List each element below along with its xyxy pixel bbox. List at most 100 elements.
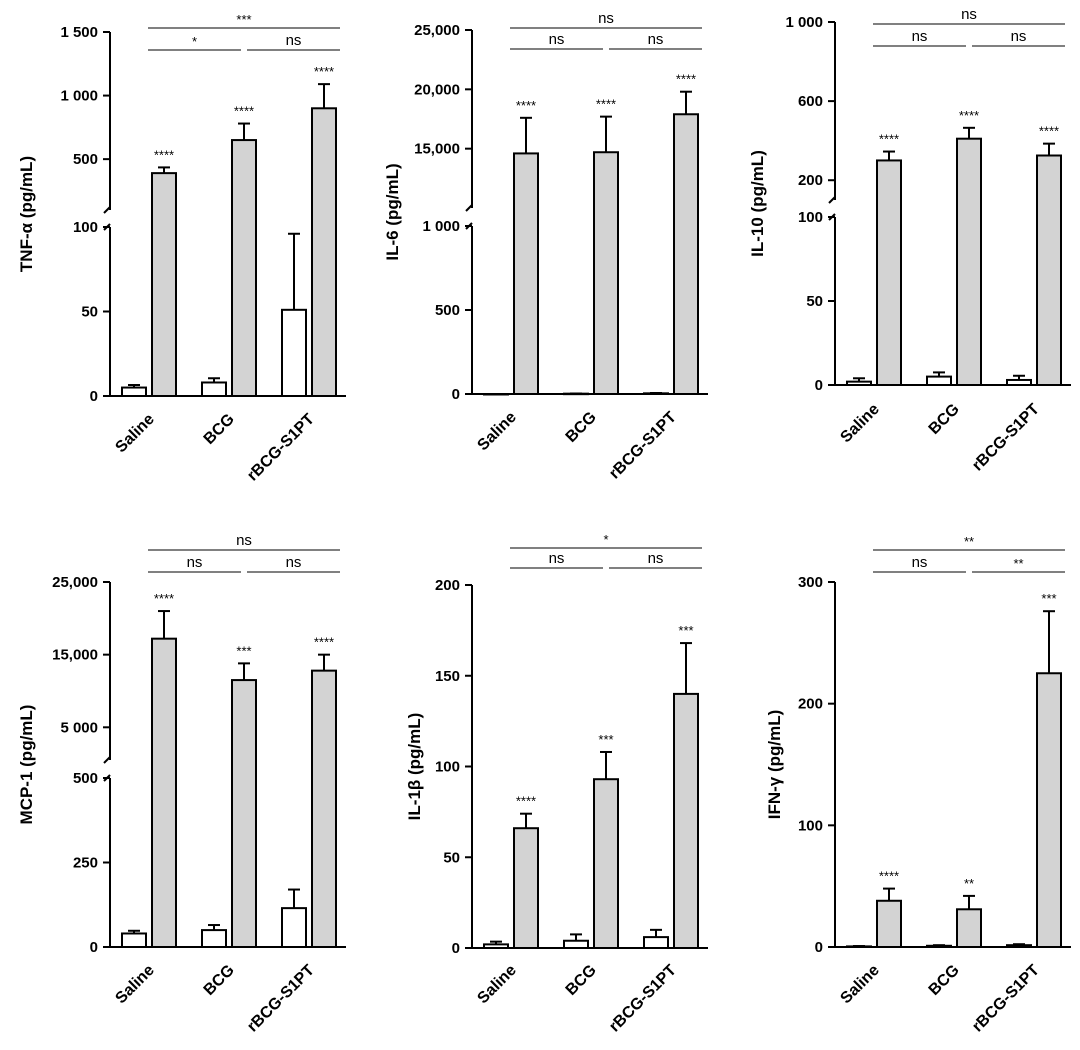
comparison-label: ns bbox=[961, 6, 977, 23]
category-label: BCG bbox=[563, 409, 600, 446]
y-axis-title: TNF-α (pg/mL) bbox=[17, 156, 36, 272]
y-tick-label: 15,000 bbox=[52, 647, 98, 664]
y-tick-label: 250 bbox=[73, 855, 98, 872]
category-label: Saline bbox=[474, 409, 519, 454]
y-tick-label: 25,000 bbox=[414, 22, 460, 39]
category-label: rBCG-S1PT bbox=[244, 411, 318, 485]
bar-significance: *** bbox=[598, 732, 613, 747]
bar-significance: **** bbox=[314, 635, 334, 650]
bar-treated-saline bbox=[151, 172, 177, 397]
bar-significance: **** bbox=[959, 108, 979, 123]
bar-significance: **** bbox=[154, 591, 174, 606]
bar-control-rbcg-s1pt bbox=[281, 907, 307, 949]
axis-break-mark bbox=[103, 206, 111, 214]
category-label: BCG bbox=[926, 401, 963, 438]
y-tick-label: 1 000 bbox=[60, 88, 98, 105]
category-label: Saline bbox=[837, 962, 882, 1007]
bar-significance: **** bbox=[516, 98, 536, 113]
category-label: Saline bbox=[837, 401, 882, 446]
bar-significance: **** bbox=[1039, 124, 1059, 139]
panel-mcp1: 0 250 500 5 000 15,000 25,000 MCP-1 (pg/mL) ***… bbox=[17, 532, 346, 1035]
bar-significance: *** bbox=[236, 643, 251, 658]
bar-treated-saline bbox=[876, 159, 902, 386]
bar-treated-bcg bbox=[593, 151, 619, 395]
bar-significance: **** bbox=[596, 97, 616, 112]
bar-control-rbcg-s1pt bbox=[281, 308, 307, 397]
y-tick-label: 300 bbox=[798, 574, 823, 591]
comparison-label: ** bbox=[964, 534, 974, 549]
comparison-label: * bbox=[603, 532, 608, 547]
bar-significance: ** bbox=[964, 876, 974, 891]
comparison-label: ** bbox=[1013, 556, 1023, 571]
comparison-label: ns bbox=[648, 31, 664, 48]
y-tick-label: 200 bbox=[798, 696, 823, 713]
y-tick-label: 5 000 bbox=[60, 719, 98, 736]
bar-treated-rbcg-s1pt bbox=[1036, 672, 1062, 948]
panel-il6: 0 500 1 000 15,000 20,000 25,000 IL-6 (pg/mL) *… bbox=[383, 10, 708, 482]
y-tick-label: 100 bbox=[73, 219, 98, 236]
bar-control-bcg bbox=[926, 375, 952, 387]
bar-treated-saline bbox=[151, 637, 177, 948]
comparison-label: ns bbox=[286, 554, 302, 571]
category-label: BCG bbox=[926, 962, 963, 999]
y-tick-label: 500 bbox=[73, 151, 98, 168]
bar-treated-bcg bbox=[956, 908, 982, 948]
y-tick-label: 0 bbox=[90, 939, 98, 956]
bar-treated-saline bbox=[513, 152, 539, 395]
axis-break-mark bbox=[103, 774, 111, 782]
bar-treated-bcg bbox=[956, 137, 982, 386]
y-tick-label: 150 bbox=[435, 668, 460, 685]
axis-break-mark bbox=[828, 213, 836, 221]
comparison-label: ns bbox=[236, 532, 252, 549]
y-tick-label: 1 000 bbox=[422, 218, 460, 235]
y-tick-label: 25,000 bbox=[52, 574, 98, 591]
comparison-label: ns bbox=[187, 554, 203, 571]
y-tick-label: 600 bbox=[798, 93, 823, 110]
category-label: Saline bbox=[474, 962, 519, 1007]
bar-control-saline bbox=[846, 380, 872, 387]
y-tick-label: 1 500 bbox=[60, 24, 98, 41]
panel-il10: 0 50 100 200 600 1 000 IL-10 (pg/mL) **** Saline… bbox=[748, 6, 1071, 474]
y-tick-label: 500 bbox=[73, 770, 98, 787]
y-axis-title: IL-6 (pg/mL) bbox=[383, 163, 402, 260]
y-tick-label: 15,000 bbox=[414, 141, 460, 158]
bar-control-rbcg-s1pt bbox=[1006, 944, 1032, 948]
bar-significance: *** bbox=[1041, 591, 1056, 606]
bar-treated-bcg bbox=[231, 139, 257, 397]
y-tick-label: 50 bbox=[81, 304, 98, 321]
bar-treated-rbcg-s1pt bbox=[311, 669, 337, 948]
bar-significance: **** bbox=[879, 132, 899, 147]
category-label: rBCG-S1PT bbox=[969, 962, 1043, 1036]
bar-control-rbcg-s1pt bbox=[1006, 378, 1032, 386]
comparison-label: * bbox=[192, 34, 197, 49]
comparison-label: ns bbox=[286, 32, 302, 49]
bar-significance: **** bbox=[234, 104, 254, 119]
bar-treated-saline bbox=[876, 899, 902, 948]
y-tick-label: 0 bbox=[815, 939, 823, 956]
bar-control-bcg bbox=[201, 929, 227, 948]
axis-break-mark bbox=[465, 204, 473, 212]
y-tick-label: 50 bbox=[443, 849, 460, 866]
category-label: BCG bbox=[201, 962, 238, 999]
comparison-label: ns bbox=[1011, 28, 1027, 45]
y-tick-label: 500 bbox=[435, 302, 460, 319]
y-tick-label: 50 bbox=[806, 293, 823, 310]
bar-control-rbcg-s1pt bbox=[643, 936, 669, 949]
bar-control-saline bbox=[483, 393, 509, 396]
bar-treated-bcg bbox=[593, 778, 619, 950]
bar-control-saline bbox=[121, 932, 147, 948]
bar-treated-rbcg-s1pt bbox=[673, 692, 699, 950]
bar-significance: **** bbox=[879, 869, 899, 884]
y-axis-title: IL-1β (pg/mL) bbox=[405, 713, 424, 821]
y-tick-label: 100 bbox=[798, 817, 823, 834]
y-axis-title: IFN-γ (pg/mL) bbox=[765, 710, 784, 820]
bar-significance: **** bbox=[676, 72, 696, 87]
y-tick-label: 200 bbox=[435, 577, 460, 594]
bar-significance: **** bbox=[516, 794, 536, 809]
category-label: BCG bbox=[201, 411, 238, 448]
bar-significance: **** bbox=[314, 64, 334, 79]
category-label: rBCG-S1PT bbox=[606, 409, 680, 483]
axis-break-mark bbox=[828, 196, 836, 204]
